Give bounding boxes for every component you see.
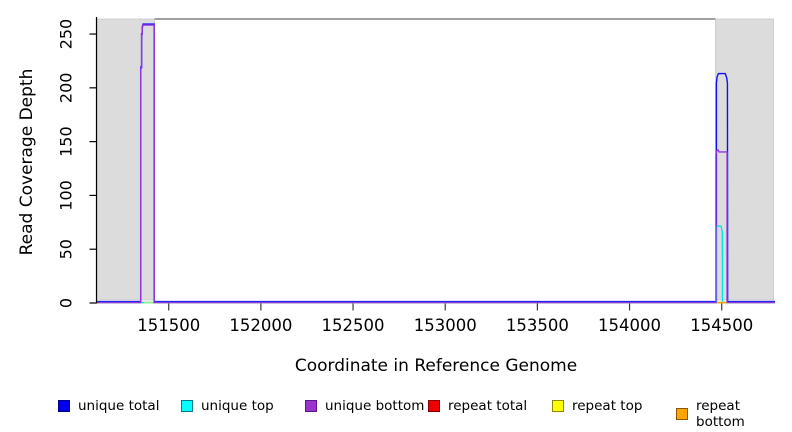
x-tick-label: 151500 xyxy=(137,316,200,335)
x-tick-label: 154500 xyxy=(690,316,753,335)
y-tick-label: 100 xyxy=(57,180,76,211)
y-tick-label: 150 xyxy=(57,126,76,157)
unique-top-swatch-icon xyxy=(181,400,193,412)
legend-item-repeat-bottom: repeat bottom xyxy=(676,398,792,430)
repeat-total-swatch-icon xyxy=(428,400,440,412)
x-tick-label: 154000 xyxy=(598,316,661,335)
x-tick-label: 153000 xyxy=(414,316,477,335)
x-tick-label: 152500 xyxy=(322,316,385,335)
coverage-line-unique-top xyxy=(97,225,775,304)
legend-label: repeat top xyxy=(572,398,643,414)
unique-total-swatch-icon xyxy=(58,400,70,412)
x-axis-title: Coordinate in Reference Genome xyxy=(294,356,578,376)
legend-label: repeat total xyxy=(448,398,528,414)
repeat-top-swatch-icon xyxy=(552,400,564,412)
legend-item-repeat-top: repeat top xyxy=(552,398,642,414)
legend-item-unique-bottom: unique bottom xyxy=(305,398,424,414)
unique-bottom-swatch-icon xyxy=(305,400,317,412)
shaded-region-left-flank xyxy=(96,18,155,301)
legend-label: unique total xyxy=(78,398,160,414)
x-tick-label: 152000 xyxy=(229,316,292,335)
x-tick-label: 153500 xyxy=(506,316,569,335)
y-tick-label: 200 xyxy=(57,73,76,104)
legend-label: repeat bottom xyxy=(696,398,745,430)
legend-label: unique bottom xyxy=(325,398,425,414)
repeat-bottom-swatch-icon xyxy=(676,408,688,420)
y-tick-label: 0 xyxy=(57,298,76,308)
y-tick-label: 50 xyxy=(57,239,76,259)
legend-label: unique top xyxy=(201,398,274,414)
coverage-line-unique-bottom xyxy=(97,24,775,304)
y-axis-title: Read Coverage Depth xyxy=(17,68,37,256)
legend-item-repeat-total: repeat total xyxy=(428,398,527,414)
shaded-region-right-flank xyxy=(715,18,774,301)
coverage-line-unique-total xyxy=(97,23,775,303)
legend-item-unique-top: unique top xyxy=(181,398,274,414)
y-tick-label: 250 xyxy=(57,19,76,50)
legend-item-unique-total: unique total xyxy=(58,398,159,414)
